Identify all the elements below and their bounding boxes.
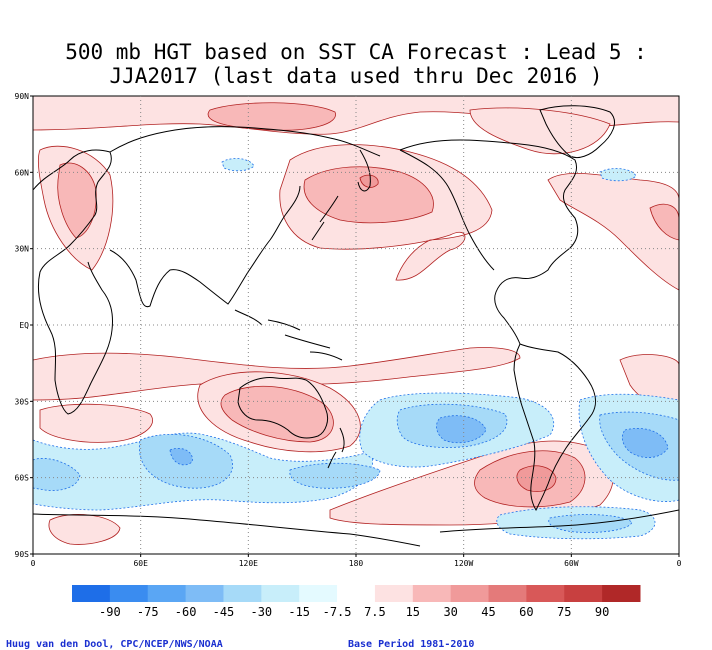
longitude-label: 60E (133, 559, 148, 568)
latitude-label: 30S (15, 397, 30, 406)
longitude-label: 60W (564, 559, 579, 568)
anomaly-region (621, 428, 669, 458)
legend-label: 30 (443, 605, 457, 619)
latitude-label: 30N (15, 245, 30, 254)
latitude-label: EQ (19, 321, 29, 330)
legend-swatch (450, 585, 490, 602)
legend-label: 75 (557, 605, 571, 619)
legend-swatch (337, 585, 376, 602)
latitude-label: 90N (15, 92, 30, 101)
legend-label: 7.5 (364, 605, 386, 619)
legend-swatch (223, 585, 262, 602)
legend-label: 90 (595, 605, 609, 619)
anomaly-region (57, 162, 97, 239)
longitude-labels: 0 60E 120E 180 120W 60W 0 (31, 559, 682, 568)
latitude-labels: 90N 60N 30N EQ 30S 60S 90S (15, 92, 30, 559)
anomaly-region (303, 166, 434, 224)
legend-swatch (185, 585, 224, 602)
legend-label: -45 (213, 605, 235, 619)
legend-label: -30 (250, 605, 272, 619)
legend-swatch (412, 585, 452, 602)
longitude-label: 180 (349, 559, 364, 568)
legend-swatch (374, 585, 414, 602)
legend-swatch (564, 585, 603, 602)
anomaly-region (39, 403, 153, 443)
legend-label: -15 (288, 605, 310, 619)
legend-label: -60 (175, 605, 197, 619)
anomaly-region (207, 102, 336, 131)
longitude-label: 0 (677, 559, 682, 568)
legend-label: 15 (406, 605, 420, 619)
anomaly-region (220, 385, 334, 443)
legend-swatch (261, 585, 300, 602)
legend-label: -75 (137, 605, 159, 619)
longitude-label: 120W (454, 559, 473, 568)
anomaly-region (33, 458, 81, 491)
anomaly-region (599, 168, 637, 182)
credit-text: Huug van den Dool, CPC/NCEP/NWS/NOAA (6, 639, 223, 650)
longitude-label: 120E (239, 559, 258, 568)
title-line-1: 500 mb HGT based on SST CA Forecast : Le… (65, 40, 647, 64)
anomaly-region (221, 158, 255, 172)
coastlines (33, 105, 679, 547)
legend-swatch (147, 585, 187, 602)
title-line-2: JJA2017 (last data used thru Dec 2016 ) (109, 64, 603, 88)
color-legend: -90 -75 -60 -45 -30 -15 -7.5 7.5 15 30 45 60 75 90 (72, 585, 641, 619)
anomaly-region (619, 354, 679, 411)
latitude-label: 60N (15, 168, 30, 177)
legend-label: 60 (519, 605, 533, 619)
legend-label: -7.5 (323, 605, 352, 619)
anomaly-region (359, 174, 379, 188)
tick-marks (30, 95, 680, 557)
legend-swatch (109, 585, 149, 602)
longitude-label: 0 (31, 559, 36, 568)
legend-label: -90 (99, 605, 121, 619)
latitude-label: 60S (15, 474, 30, 483)
legend-swatch (299, 585, 338, 602)
legend-swatch (526, 585, 565, 602)
anomaly-region (649, 203, 679, 241)
latitude-label: 90S (15, 550, 30, 559)
anomaly-region (289, 462, 381, 489)
base-period-text: Base Period 1981-2010 (348, 639, 475, 650)
legend-swatch (602, 585, 641, 602)
legend-label: 45 (481, 605, 495, 619)
legend-swatch (488, 585, 527, 602)
legend-swatch (72, 585, 111, 602)
anomaly-region (436, 415, 487, 444)
anomaly-region (516, 465, 557, 492)
anomaly-region (169, 447, 193, 466)
